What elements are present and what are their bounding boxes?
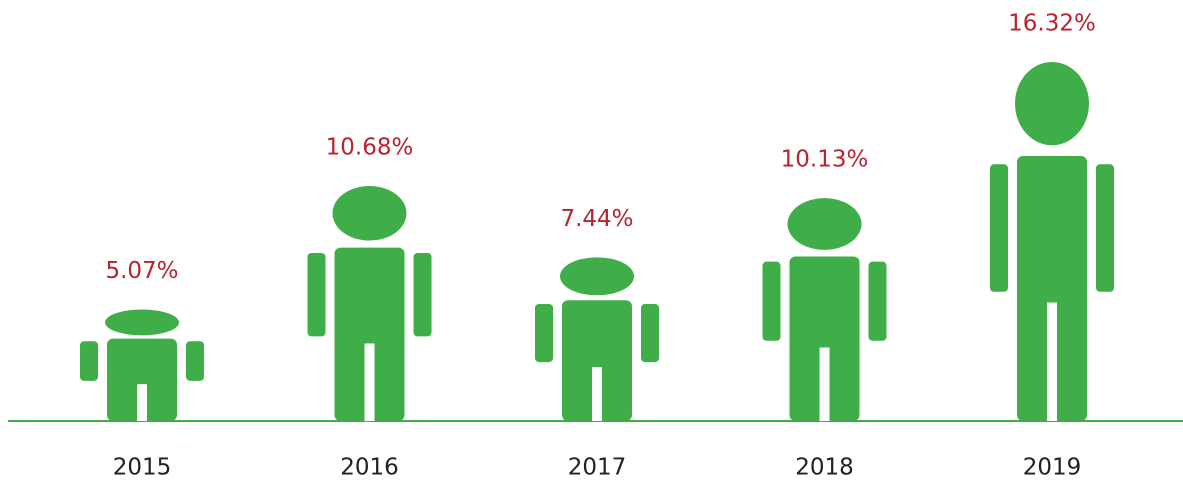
figure-body <box>1017 156 1087 421</box>
figure-arm <box>307 253 326 337</box>
figure-arm <box>990 164 1008 292</box>
value-label: 10.13% <box>781 147 869 173</box>
figure-arm <box>868 261 887 341</box>
value-label: 16.32% <box>1008 10 1096 36</box>
figure-arm <box>641 303 659 363</box>
figure-leg-gap <box>364 343 375 421</box>
x-tick-label: 2018 <box>795 455 854 481</box>
figure-head <box>787 198 862 250</box>
figure-leg-gap <box>137 384 147 421</box>
figure-arm <box>535 303 553 363</box>
person-figure <box>307 186 432 421</box>
figure-leg-gap <box>592 366 602 421</box>
person-figure <box>535 257 659 421</box>
figure-head <box>332 186 407 241</box>
figure-body <box>789 256 860 421</box>
figure-leg-gap <box>819 347 830 421</box>
figure-body <box>562 300 632 421</box>
figure-arm <box>1096 164 1114 292</box>
figure-arm <box>413 253 432 337</box>
value-label: 10.68% <box>326 135 414 161</box>
figure-arm <box>762 261 781 341</box>
x-tick-label: 2017 <box>568 455 627 481</box>
person-figure <box>762 198 887 421</box>
figure-arm <box>80 341 98 381</box>
figure-body <box>107 338 177 421</box>
x-tick-label: 2016 <box>340 455 399 481</box>
figure-head <box>1015 61 1089 146</box>
figure-arm <box>186 341 204 381</box>
person-figure <box>990 61 1114 421</box>
x-tick-label: 2015 <box>113 455 172 481</box>
figure-body <box>334 247 405 421</box>
value-label: 5.07% <box>105 258 178 284</box>
figure-leg-gap <box>1047 302 1057 421</box>
value-label: 7.44% <box>560 206 633 232</box>
figure-head <box>105 309 179 336</box>
person-figure <box>80 309 204 421</box>
figure-head <box>560 257 634 296</box>
x-tick-label: 2019 <box>1023 455 1082 481</box>
